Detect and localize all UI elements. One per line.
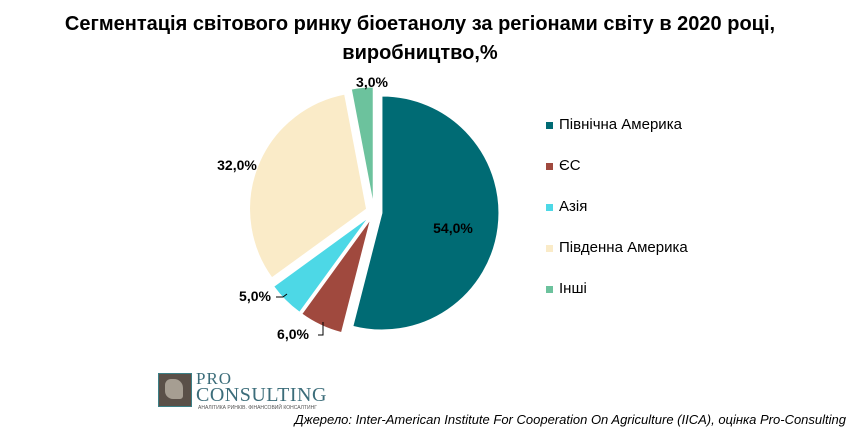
legend-swatch: [546, 245, 553, 252]
pro-consulting-logo: PRO CONSULTING АНАЛІТИКА РИНКІВ. ФІНАНСО…: [158, 369, 328, 411]
legend-swatch: [546, 286, 553, 293]
logo-text-bottom: CONSULTING: [196, 384, 327, 406]
leader-line-1: [318, 322, 324, 336]
leader-line-2: [276, 293, 288, 298]
logo-mark-icon: [158, 373, 192, 407]
pie-slice-5: [350, 86, 374, 205]
logo-text-top: PRO: [196, 369, 233, 388]
legend-swatch: [546, 204, 553, 211]
data-label-2: 6,0%: [277, 326, 309, 342]
pie-slices: [249, 86, 500, 334]
pie-slice-4: [249, 93, 368, 279]
legend-item-2: ЄС: [546, 157, 688, 198]
legend-swatch: [546, 163, 553, 170]
chart-title: Сегментація світового ринку біоетанолу з…: [64, 13, 776, 64]
data-label-1: 54,0%: [433, 220, 473, 236]
legend-label: ЄС: [559, 157, 581, 174]
legend-item-1: Північна Америка: [546, 116, 688, 157]
data-label-3: 5,0%: [239, 288, 271, 304]
legend-swatch: [546, 122, 553, 129]
legend-label: Інші: [559, 280, 587, 297]
data-label-5: 3,0%: [356, 74, 388, 90]
data-labels: 54,0% 6,0% 5,0% 32,0% 3,0%: [217, 74, 473, 342]
logo-tagline: АНАЛІТИКА РИНКІВ. ФІНАНСОВИЙ КОНСАЛТИНГ: [198, 405, 317, 411]
legend-label: Північна Америка: [559, 116, 682, 133]
legend-item-4: Південна Америка: [546, 239, 688, 280]
legend-label: Азія: [559, 198, 588, 215]
label-leader-lines: [276, 293, 324, 336]
pie-slice-1: [352, 95, 500, 331]
source-note: Джерело: Inter-American Institute For Co…: [294, 412, 846, 427]
legend-item-5: Інші: [546, 280, 688, 321]
chart-legend: Північна Америка ЄС Азія Південна Америка Ін…: [546, 116, 688, 321]
legend-item-3: Азія: [546, 198, 688, 239]
data-label-4: 32,0%: [217, 157, 257, 173]
legend-label: Південна Америка: [559, 239, 688, 256]
pie-slice-3: [272, 217, 369, 314]
pie-slice-2: [301, 218, 372, 334]
